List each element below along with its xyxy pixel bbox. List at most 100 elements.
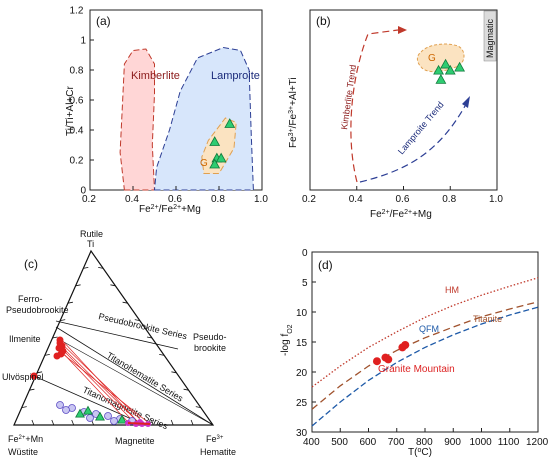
ternary-tick (122, 301, 128, 304)
ternary-tick (171, 371, 177, 374)
b-xtick-label: 0.8 (442, 194, 456, 205)
panel-c-tag: (c) (24, 257, 38, 271)
panel-d-ylabel: -log fO2 (280, 324, 294, 356)
a-ytick-label: 0.4 (70, 126, 84, 137)
ferro-label: Ferro- (18, 294, 43, 304)
kimberlite-label: Kimberlite (131, 70, 180, 82)
pseudo-label: Pseudo- (193, 332, 227, 342)
panel-d: 400 500 600 700 800 900 1000 1100 1200 0 5 10 15 20 25… (280, 248, 549, 458)
b-xtick-label: 0.4 (349, 194, 363, 205)
ternary-tick (110, 284, 116, 287)
kimberlite-trend-label: Kimberlite Trend (339, 64, 358, 130)
d-ytick-label: 30 (296, 428, 308, 439)
ternary-tick (159, 354, 165, 356)
granite-mountain-label: Granite Mountain (378, 364, 455, 375)
d-granite-point (372, 357, 381, 366)
a-xtick-label: 1.0 (254, 194, 268, 205)
c-titanomagnetite-point (62, 406, 70, 414)
b-data-point (440, 58, 452, 69)
b-data-point (433, 64, 444, 75)
brookite-label: brookite (194, 343, 226, 353)
pseudobrookite-label: Pseudobrookite (6, 305, 69, 315)
field-kimberlite (119, 48, 156, 191)
b-xtick-label: 0.2 (302, 194, 316, 205)
ternary-tick (134, 319, 140, 321)
ulvospinel-label: Ulvöspinel (2, 372, 44, 382)
ternary-tick (29, 388, 35, 391)
d-ytick-label: 25 (296, 398, 308, 409)
rutile-label: Rutile (80, 229, 103, 239)
buffer-line-hm (311, 277, 539, 388)
c-ulvospinel-point (30, 372, 38, 380)
a-ytick-label: 1.2 (70, 6, 84, 17)
ternary-tick (75, 284, 81, 287)
a-data-point (209, 136, 221, 146)
ternary-tick (67, 301, 73, 304)
lamproite-trend-label: Lamproite Trend (396, 100, 446, 157)
d-xtick-label: 500 (331, 437, 348, 448)
d-xtick-label: 1000 (470, 437, 493, 448)
ternary-tick (146, 336, 153, 339)
a-xtick-label: 0.2 (82, 194, 96, 205)
ternary-tick (195, 406, 201, 408)
b-xtick-label: 1.0 (489, 194, 503, 205)
a-ytick-label: 1 (81, 36, 87, 47)
ternary-tick (183, 388, 189, 391)
lamproite-arrowhead (462, 96, 470, 108)
panel-a-xlabel: Fe2+/Fe2++Mg (139, 204, 201, 216)
wustite-label: Wüstite (8, 447, 38, 457)
kimberlite-arrowhead (398, 26, 407, 34)
panel-b: 0.2 0.4 0.6 0.8 1.0 Magmatic Kimberlite Tren… (288, 9, 503, 220)
ternary-tick (71, 419, 75, 426)
d-xtick-label: 600 (360, 437, 377, 448)
b-xtick-label: 0.6 (396, 194, 410, 205)
g-label-b: G (428, 53, 436, 64)
d-granite-point (384, 355, 393, 364)
magmatic-box (483, 10, 497, 62)
ternary-tick (170, 419, 174, 426)
ilmenite-label: Ilmenite (9, 334, 41, 344)
d-xtick-label: 800 (416, 437, 433, 448)
red-tie-lines (57, 337, 151, 425)
titanite-label: Titanite (473, 314, 502, 324)
c-ilmenite-point (56, 336, 64, 344)
ternary-tick (51, 419, 55, 426)
magmatic-label: Magmatic (485, 18, 495, 58)
buffer-line-qfm (311, 306, 539, 427)
hm-label: HM (445, 285, 459, 295)
a-ytick-label: 0.2 (70, 156, 84, 167)
d-xtick-label: 700 (388, 437, 405, 448)
d-ytick-label: 0 (302, 248, 308, 259)
titanomagnetite-series-line (33, 375, 146, 426)
d-ytick-label: 10 (296, 308, 308, 319)
fe3-label: Fe3+ (206, 434, 224, 444)
hematite-label: Hematite (200, 447, 236, 457)
d-xtick-label: 1100 (498, 437, 520, 448)
ternary-tick (150, 419, 154, 426)
d-granite-point (401, 341, 410, 349)
c-green-point (83, 405, 93, 415)
panel-b-ylabel: Fe3+/Fe3++Al+Ti (288, 77, 300, 148)
b-data-point (435, 74, 447, 84)
ternary-tick (83, 267, 89, 269)
b-data-point (454, 61, 466, 72)
c-titanomagnetite-point (110, 417, 118, 425)
a-xtick-label: 0.4 (125, 194, 139, 205)
a-data-point (224, 118, 236, 128)
lamproite-trend-arrow (359, 105, 466, 183)
d-xtick-label: 1200 (526, 437, 549, 448)
c-titanomagnetite-point (56, 401, 64, 409)
lamproite-label: Lamproite (211, 70, 260, 82)
ternary-tick (21, 406, 27, 408)
c-green-point (75, 408, 85, 418)
a-xtick-label: 0.6 (168, 194, 182, 205)
a-data-point (215, 152, 227, 163)
panel-d-xlabel: T(oC) (408, 447, 432, 459)
g-field-b (416, 43, 465, 73)
a-ytick-label: 0.6 (70, 96, 84, 107)
d-xtick-label: 400 (303, 437, 320, 448)
panel-a: 0.2 0.4 0.6 0.8 1.000.20.40.60.811.2 (a) Kim… (65, 6, 268, 216)
ternary-tick (190, 419, 194, 426)
ternary-tick (31, 419, 35, 426)
panel-a-ylabel: Ti/Ti+Al+Cr (65, 86, 76, 136)
